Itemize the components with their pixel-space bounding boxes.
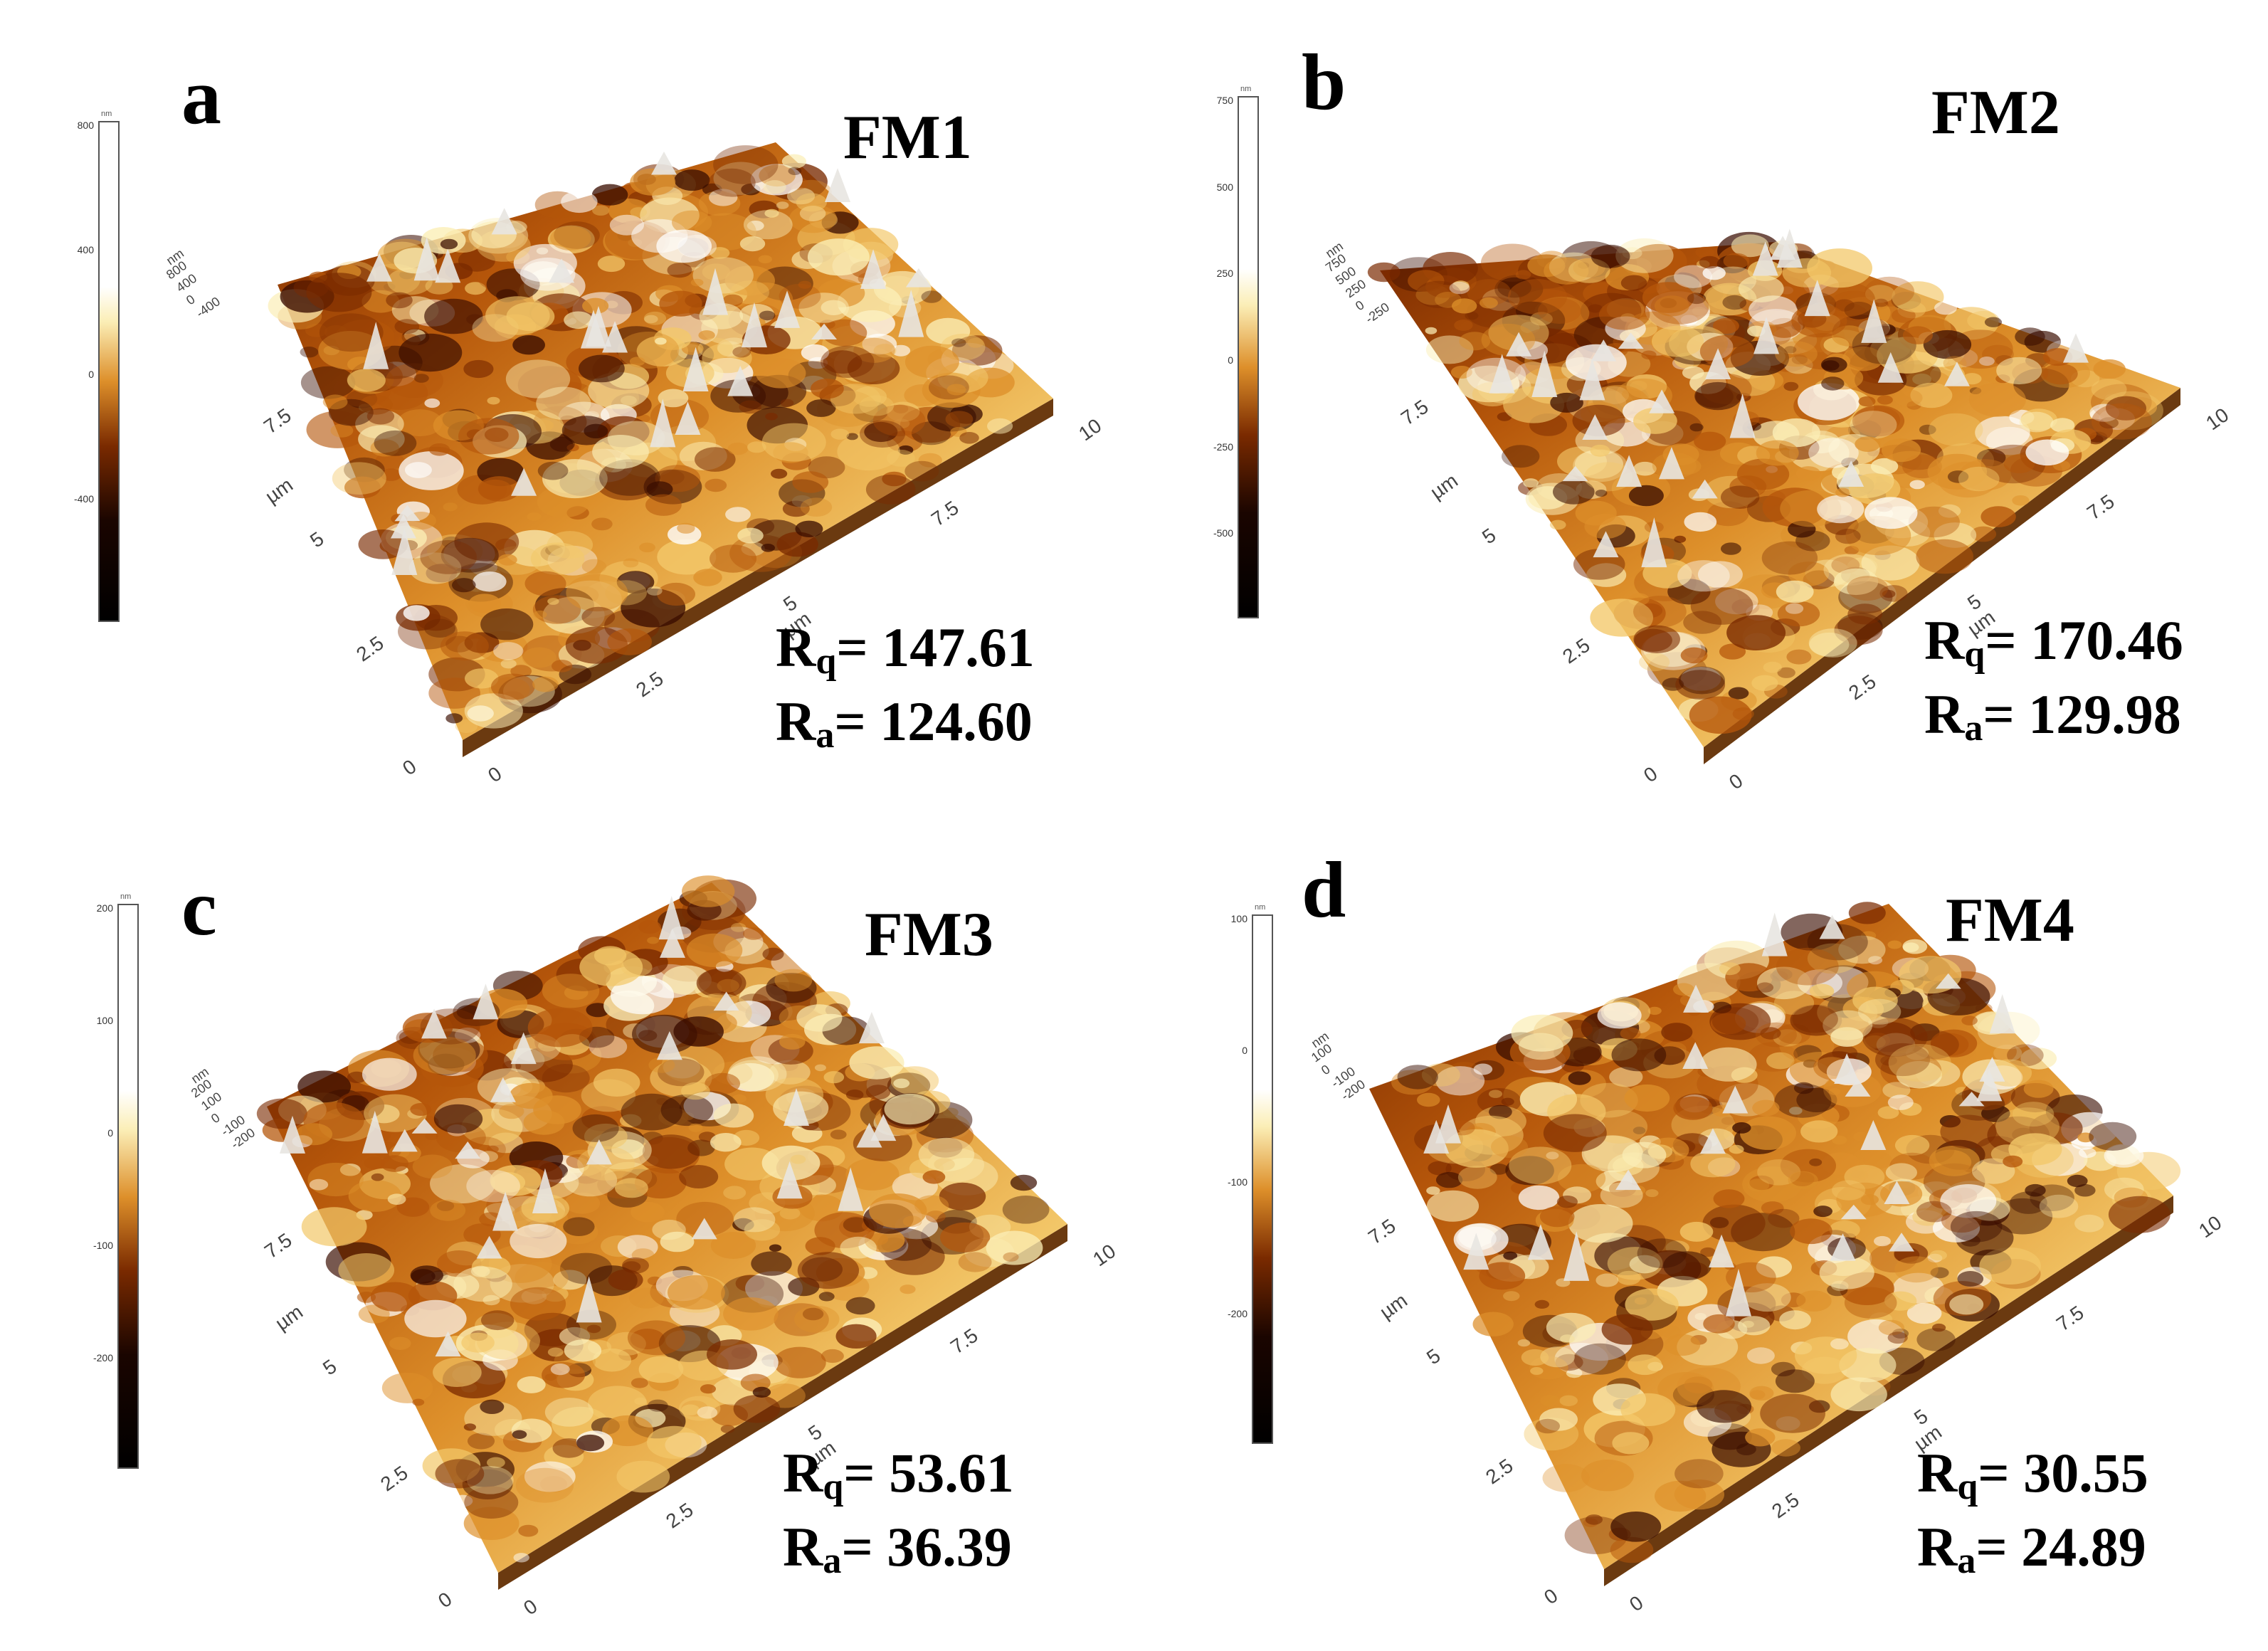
ra-symbol: R — [1917, 1515, 1958, 1578]
ra-line: Ra= 124.60 — [776, 686, 1035, 760]
colorbar-unit: nm — [101, 110, 112, 118]
roughness-values: Rq= 147.61 Ra= 124.60 — [776, 612, 1035, 759]
ra-line: Ra= 24.89 — [1917, 1512, 2148, 1586]
rq-subscript: q — [1957, 1467, 1978, 1507]
panel-label: b — [1302, 38, 1346, 127]
colorbar-tick-label: 0 — [88, 369, 94, 380]
colorbar-tick-label: 0 — [1228, 354, 1233, 366]
rq-line: Rq= 170.46 — [1924, 605, 2183, 679]
surface-texture — [1367, 228, 2163, 734]
ra-subscript: a — [1957, 1540, 1976, 1581]
ra-value: = 129.98 — [1983, 682, 2181, 745]
colorbar-tick-label: -200 — [93, 1352, 113, 1363]
rq-symbol: R — [783, 1442, 823, 1504]
rq-value: = 30.55 — [1978, 1442, 2148, 1504]
surface-side — [463, 399, 1053, 757]
colorbar-unit: nm — [120, 892, 132, 901]
ra-value: = 124.60 — [834, 690, 1033, 752]
afm-panel-d: nm 100 0 -100 -200 nm 100 0 -100 -200 0 2.5 5 7.5 10 µm… — [1134, 826, 2268, 1651]
afm-surface-image — [268, 142, 1053, 757]
afm-surface-image — [1367, 228, 2180, 764]
colorbar-tick-label: -100 — [1227, 1176, 1248, 1188]
colorbar-tick-label: -250 — [1213, 441, 1233, 453]
colorbar — [1238, 96, 1259, 618]
afm-panel-b: nm 750 500 250 0 -250 -500 nm 750 500 250 0 -250 0 2.5… — [1134, 0, 2268, 826]
panel-label: d — [1302, 846, 1346, 934]
colorbar-tick-label: 800 — [77, 120, 94, 131]
rq-value: = 53.61 — [843, 1442, 1014, 1504]
colorbar — [98, 121, 120, 622]
afm-panel-c: nm 200 100 0 -100 -200 nm 200 100 0 -100 -200 0 2.5 5 7… — [0, 826, 1134, 1651]
surface-side — [1704, 388, 2180, 764]
surface-side — [498, 1224, 1067, 1590]
colorbar-tick-label: -500 — [1213, 527, 1233, 539]
surface-texture — [1391, 902, 2181, 1563]
colorbar-tick-label: 400 — [77, 244, 94, 255]
rq-subscript: q — [816, 641, 837, 682]
colorbar-tick-label: 0 — [1242, 1045, 1248, 1056]
rq-subscript: q — [1964, 634, 1985, 675]
colorbar — [1252, 914, 1273, 1444]
colorbar-tick-label: 200 — [96, 902, 113, 914]
colorbar-tick-label: -200 — [1227, 1308, 1248, 1319]
roughness-values: Rq= 170.46 Ra= 129.98 — [1924, 605, 2183, 752]
colorbar-tick-label: -100 — [93, 1240, 113, 1251]
ra-subscript: a — [816, 714, 835, 756]
colorbar-tick-label: 100 — [1230, 913, 1248, 924]
colorbar-tick-label: 100 — [96, 1015, 113, 1026]
panel-label: c — [181, 864, 217, 952]
afm-surface-image — [1369, 902, 2181, 1586]
ra-subscript: a — [1964, 707, 1983, 749]
afm-panel-a: nm 800 400 0 -400 nm 800 400 0 -400 0 2.5 5 7.5 10 µm 0 2… — [0, 0, 1134, 826]
colorbar-tick-label: 250 — [1216, 268, 1233, 280]
afm-surface-image — [256, 875, 1067, 1590]
panel-label: a — [181, 53, 221, 141]
ra-symbol: R — [1924, 682, 1965, 745]
rq-symbol: R — [1924, 609, 1965, 671]
sample-title: FM3 — [865, 900, 993, 969]
ra-value: = 24.89 — [1976, 1515, 2146, 1578]
surface-texture — [268, 145, 1015, 733]
colorbar-unit: nm — [1240, 85, 1252, 93]
colorbar — [117, 904, 139, 1469]
rq-line: Rq= 53.61 — [783, 1438, 1014, 1512]
sample-title: FM2 — [1931, 78, 2060, 147]
rq-value: = 147.61 — [836, 616, 1035, 678]
rq-value: = 170.46 — [1985, 609, 2183, 671]
colorbar-tick-label: 0 — [107, 1127, 113, 1139]
ra-symbol: R — [783, 1515, 823, 1578]
rq-subscript: q — [823, 1467, 844, 1507]
colorbar-tick-label: -400 — [73, 493, 94, 505]
sample-title: FM4 — [1946, 886, 2074, 955]
sample-title: FM1 — [843, 103, 972, 172]
colorbar-tick-label: 500 — [1216, 181, 1233, 193]
rq-line: Rq= 30.55 — [1917, 1438, 2148, 1512]
rq-line: Rq= 147.61 — [776, 612, 1035, 686]
ra-symbol: R — [776, 690, 816, 752]
roughness-values: Rq= 30.55 Ra= 24.89 — [1917, 1438, 2148, 1585]
colorbar-unit: nm — [1255, 903, 1266, 912]
ra-line: Ra= 129.98 — [1924, 679, 2183, 753]
ra-line: Ra= 36.39 — [783, 1512, 1014, 1586]
colorbar-tick-label: 750 — [1216, 95, 1233, 106]
ra-subscript: a — [823, 1540, 842, 1581]
surface-texture — [256, 875, 1050, 1563]
rq-symbol: R — [776, 616, 816, 678]
rq-symbol: R — [1917, 1442, 1958, 1504]
roughness-values: Rq= 53.61 Ra= 36.39 — [783, 1438, 1014, 1585]
surface-side — [1604, 1196, 2173, 1586]
ra-value: = 36.39 — [841, 1515, 1012, 1578]
